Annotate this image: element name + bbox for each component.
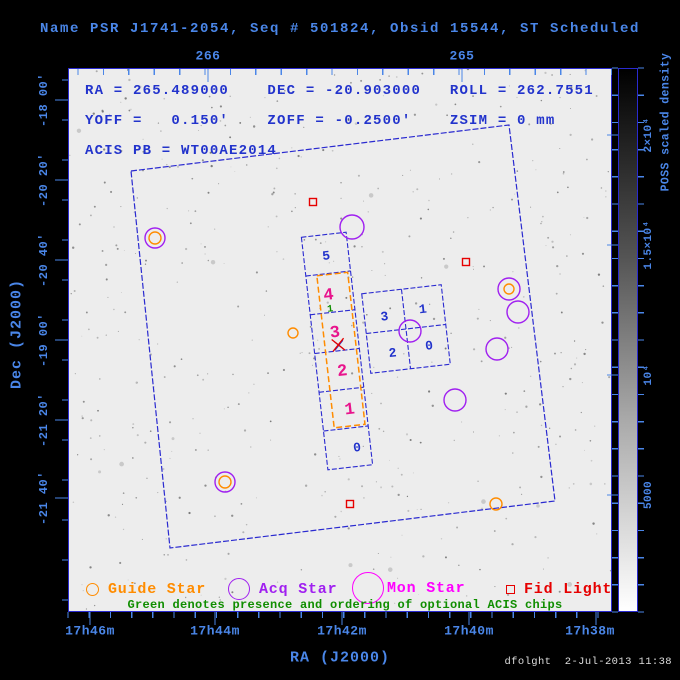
acq-star-marker xyxy=(145,228,165,248)
star-markers xyxy=(145,199,529,511)
fid-light-marker xyxy=(347,501,354,508)
acq-star-marker xyxy=(444,389,466,411)
optional-chip-order-marker: 1 xyxy=(327,304,334,316)
fid-light-swatch-icon xyxy=(506,585,515,594)
app-window: Name PSR J1741-2054, Seq # 501824, Obsid… xyxy=(0,0,680,680)
fid-light-marker xyxy=(310,199,317,206)
acis-s-chip-3-label: 3 xyxy=(329,324,341,344)
acq-star-marker xyxy=(507,301,529,323)
acq-star-swatch-icon xyxy=(228,578,250,600)
footer-user-timestamp: dfolght 2-Jul-2013 11:38 xyxy=(504,656,672,668)
fov-outline xyxy=(131,125,555,548)
acis-s-chip-0-label: 0 xyxy=(352,440,362,456)
fid-light-marker xyxy=(463,259,470,266)
acis-s-chip-5-label: 5 xyxy=(321,248,331,264)
acq-star-marker xyxy=(340,215,364,239)
acq-star-marker xyxy=(215,472,235,492)
acis-s-chip-4-label: 4 xyxy=(323,286,335,306)
guide-star-marker xyxy=(149,232,161,244)
guide-star-marker xyxy=(288,328,298,338)
guide-star-swatch-icon xyxy=(86,583,99,596)
acq-star-marker xyxy=(498,278,520,300)
acis-i-chip-0-label: 0 xyxy=(424,338,434,354)
acis-i-array: 3 1 2 0 xyxy=(362,285,451,374)
legend-label: Acq Star xyxy=(259,581,337,598)
legend-label: Guide Star xyxy=(108,581,206,598)
acis-i-chip-3-label: 3 xyxy=(380,309,390,325)
guide-star-marker xyxy=(219,476,231,488)
optional-chips-note: Green denotes presence and ordering of o… xyxy=(127,598,562,612)
acis-i-chip-1-label: 1 xyxy=(418,302,428,318)
acis-s-array: 5 4 1 3 2 1 0 xyxy=(301,232,372,470)
guide-star-marker xyxy=(504,284,514,294)
legend-label: Fid Light xyxy=(524,581,612,598)
acis-s-chip-2-label: 2 xyxy=(336,362,348,382)
acq-star-marker xyxy=(399,320,421,342)
acq-star-marker xyxy=(486,338,508,360)
acis-i-chip-2-label: 2 xyxy=(388,345,398,361)
legend-label: Mon Star xyxy=(387,580,465,597)
acis-s-chip-1-label: 1 xyxy=(344,400,356,420)
